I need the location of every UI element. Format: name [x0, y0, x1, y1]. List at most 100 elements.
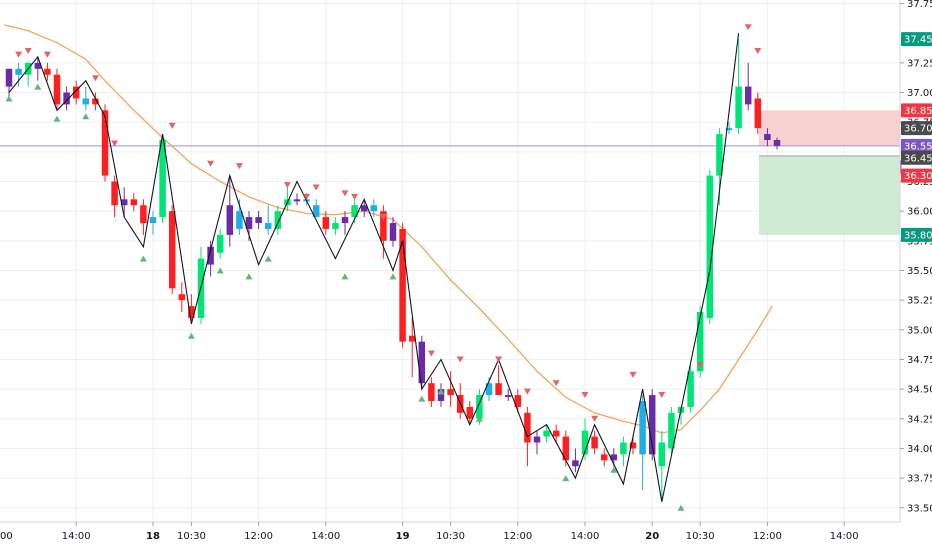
x-tick-label: 18: [146, 531, 160, 542]
candle: [274, 211, 282, 229]
sell-marker: [658, 392, 666, 399]
y-tick-label: 33.75: [907, 474, 932, 485]
candle: [312, 205, 320, 218]
buy-marker: [341, 273, 349, 280]
y-tick-label: 36.00: [907, 207, 932, 218]
sell-marker: [351, 193, 359, 200]
y-tick-label: 37.00: [907, 88, 932, 99]
candle: [15, 68, 22, 75]
y-tick-label: 33.50: [907, 503, 932, 514]
sell-marker: [581, 392, 589, 399]
candle: [581, 430, 589, 455]
candle: [380, 211, 387, 241]
sell-marker: [456, 356, 464, 363]
sell-marker: [754, 48, 762, 55]
x-tick-label: 12:00: [244, 531, 273, 542]
buy-marker: [437, 388, 445, 395]
y-tick-label: 34.75: [907, 355, 932, 366]
y-tick-label: 35.00: [907, 325, 932, 336]
candle: [53, 74, 61, 105]
candle: [255, 217, 262, 224]
price-tag: [901, 32, 932, 47]
candle: [322, 217, 330, 229]
moving-average-line: [4, 24, 773, 434]
candle: [341, 217, 349, 224]
sell-marker: [591, 415, 599, 422]
price-tag-label: 35.80: [904, 230, 932, 241]
sell-marker: [303, 193, 311, 200]
candle: [668, 412, 675, 449]
y-tick-label: 35.25: [907, 296, 932, 307]
buy-marker: [610, 466, 618, 473]
price-tag-label: 37.45: [904, 35, 932, 46]
candle: [159, 139, 166, 218]
candle: [293, 199, 301, 202]
time-axis: [0, 522, 932, 550]
candle: [543, 430, 550, 437]
buy-marker: [187, 332, 195, 339]
x-tick-label: 12:00: [503, 531, 532, 542]
candle: [370, 205, 378, 212]
x-tick-label: 12:00: [753, 531, 782, 542]
buy-marker: [139, 255, 147, 262]
take-profit-zone: [759, 155, 900, 235]
sell-marker: [744, 24, 752, 31]
candle: [476, 395, 483, 419]
candle: [44, 68, 51, 75]
buy-marker: [562, 475, 570, 482]
price-tag-label: 36.30: [904, 171, 932, 182]
candle: [735, 86, 742, 129]
sell-marker: [43, 51, 51, 58]
buy-marker: [53, 115, 61, 122]
candle: [696, 312, 704, 372]
price-tag: [901, 227, 932, 242]
price-tag: [901, 138, 932, 153]
candle: [725, 128, 733, 131]
x-tick-label: 10:30: [686, 531, 715, 542]
candle: [408, 335, 416, 342]
x-tick-label: 14:00: [830, 531, 859, 542]
candle: [447, 389, 454, 396]
candle: [754, 98, 762, 129]
sell-marker: [283, 182, 291, 189]
buy-marker: [5, 95, 13, 102]
candle: [466, 406, 474, 419]
candle: [648, 395, 656, 455]
price-axis: [900, 0, 932, 550]
candle: [207, 246, 214, 265]
candle: [610, 454, 618, 461]
candle: [111, 181, 118, 206]
price-tag-label: 36.70: [904, 124, 932, 135]
candle: [399, 228, 406, 342]
buy-marker: [264, 255, 272, 262]
candle: [716, 134, 723, 176]
y-tick-label: 34.50: [907, 385, 932, 396]
sell-marker: [629, 371, 637, 378]
zigzag-line: [8, 33, 740, 502]
buy-marker: [216, 267, 224, 274]
candle: [764, 134, 771, 140]
candle: [178, 294, 186, 301]
candle: [360, 205, 368, 212]
candle: [629, 442, 637, 449]
buy-marker: [389, 273, 397, 280]
candle: [82, 98, 90, 105]
x-tick-label: 00: [0, 531, 13, 542]
candle: [168, 211, 176, 289]
candle: [389, 223, 397, 241]
candle: [706, 175, 714, 318]
candle: [72, 86, 80, 99]
stop-loss-zone: [759, 110, 900, 146]
candle: [562, 436, 570, 461]
candle: [687, 371, 694, 407]
candle: [245, 217, 253, 229]
price-tag: [901, 168, 932, 183]
price-tag-label: 36.85: [904, 106, 932, 117]
sell-marker: [696, 362, 704, 369]
candle: [236, 211, 243, 229]
candle: [264, 223, 272, 229]
x-tick-label: 14:00: [62, 531, 91, 542]
price-tag-label: 36.45: [904, 153, 932, 164]
